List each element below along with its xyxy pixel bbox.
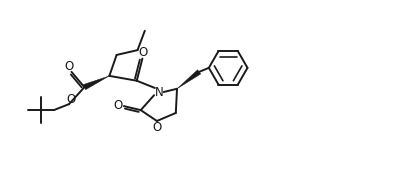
Text: O: O [139, 46, 148, 59]
Text: O: O [66, 93, 75, 106]
Text: O: O [65, 60, 74, 73]
Polygon shape [177, 70, 201, 89]
Polygon shape [83, 76, 109, 90]
Text: O: O [152, 121, 162, 134]
Text: O: O [113, 99, 123, 112]
Text: N: N [155, 86, 163, 98]
